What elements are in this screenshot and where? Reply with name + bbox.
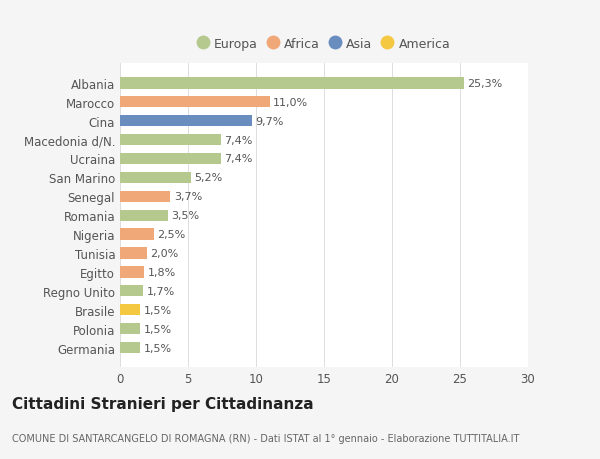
Bar xyxy=(120,172,191,184)
Legend: Europa, Africa, Asia, America: Europa, Africa, Asia, America xyxy=(194,34,454,55)
Bar xyxy=(120,285,143,297)
Text: 1,5%: 1,5% xyxy=(144,324,172,334)
Text: 11,0%: 11,0% xyxy=(273,98,308,107)
Text: 1,5%: 1,5% xyxy=(144,343,172,353)
Text: COMUNE DI SANTARCANGELO DI ROMAGNA (RN) - Dati ISTAT al 1° gennaio - Elaborazion: COMUNE DI SANTARCANGELO DI ROMAGNA (RN) … xyxy=(12,433,520,442)
Bar xyxy=(120,191,170,202)
Bar xyxy=(120,304,140,316)
Text: 2,0%: 2,0% xyxy=(151,248,179,258)
Text: 1,7%: 1,7% xyxy=(146,286,175,296)
Bar xyxy=(120,97,269,108)
Bar xyxy=(120,342,140,353)
Bar xyxy=(120,267,145,278)
Bar xyxy=(120,248,147,259)
Bar xyxy=(120,116,252,127)
Text: 3,7%: 3,7% xyxy=(174,192,202,202)
Text: 25,3%: 25,3% xyxy=(467,78,503,89)
Text: 9,7%: 9,7% xyxy=(256,117,284,126)
Text: 2,5%: 2,5% xyxy=(157,230,185,240)
Text: 3,5%: 3,5% xyxy=(171,211,199,221)
Text: 1,8%: 1,8% xyxy=(148,267,176,277)
Text: 1,5%: 1,5% xyxy=(144,305,172,315)
Text: 7,4%: 7,4% xyxy=(224,135,253,145)
Bar xyxy=(120,210,167,221)
Bar xyxy=(120,323,140,335)
Text: Cittadini Stranieri per Cittadinanza: Cittadini Stranieri per Cittadinanza xyxy=(12,397,314,412)
Bar xyxy=(120,78,464,90)
Bar xyxy=(120,153,221,165)
Text: 5,2%: 5,2% xyxy=(194,173,223,183)
Text: 7,4%: 7,4% xyxy=(224,154,253,164)
Bar xyxy=(120,134,221,146)
Bar xyxy=(120,229,154,240)
